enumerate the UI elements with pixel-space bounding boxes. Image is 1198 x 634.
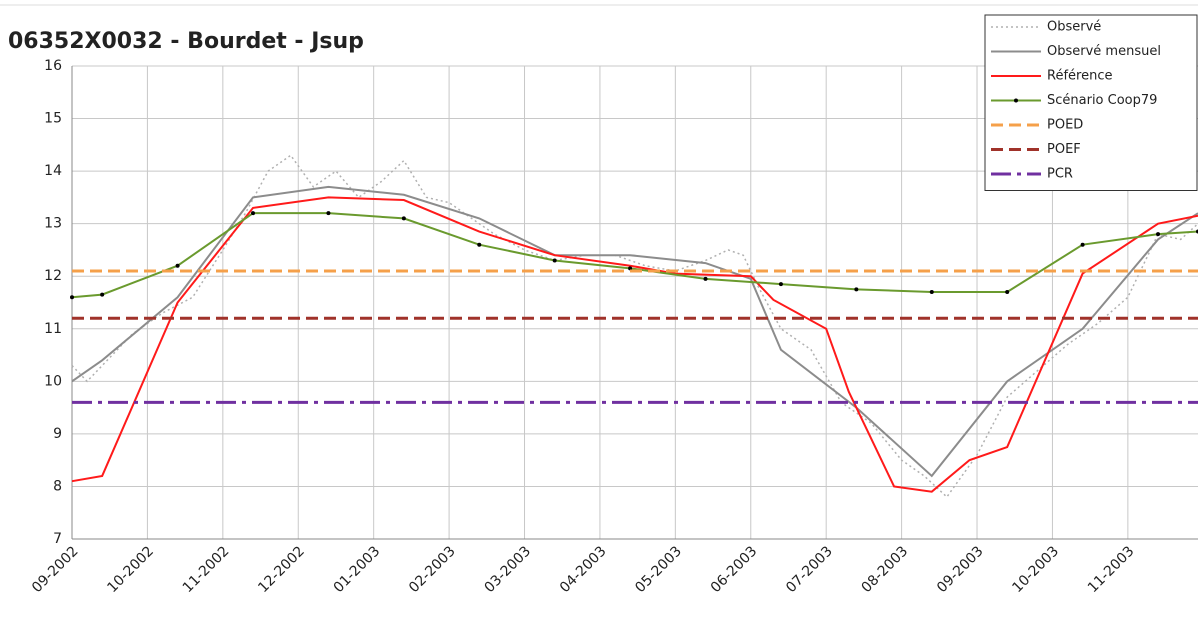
x-tick-label: 07-2003 [783,543,836,596]
x-tick-label: 10-2003 [1009,543,1062,596]
point [854,287,859,292]
legend-label: Observé mensuel [1047,44,1161,59]
point [1080,242,1085,247]
x-tick-label: 05-2003 [632,543,685,596]
x-tick-label: 06-2003 [708,543,761,596]
y-tick-label: 9 [53,426,62,442]
point [251,211,256,216]
point [326,211,331,216]
point [70,295,74,300]
point [703,276,708,281]
legend: Observé Observé mensuel Référence Scénario … [984,14,1198,191]
legend-box [984,14,1198,191]
legend-label: Observé [1047,20,1101,35]
y-tick-label: 12 [44,268,62,284]
x-tick-label: 02-2003 [406,543,459,596]
x-tick-label: 04-2003 [557,543,610,596]
series-line [71,185,1198,478]
point [175,263,180,268]
point [929,289,934,294]
series-line [71,154,1198,499]
legend-label: Référence [1047,69,1112,84]
x-tick-label: 08-2003 [859,543,912,596]
y-tick-label: 16 [44,58,62,74]
chart-title: 06352X0032 - Bourdet - Jsup [8,29,364,54]
legend-label: POED [1047,118,1083,133]
y-tick-label: 10 [44,373,62,389]
x-tick-label: 11-2003 [1085,543,1138,596]
y-tick-label: 11 [44,321,62,337]
legend-label: POEF [1047,142,1081,157]
x-tick-label: 09-2002 [29,543,82,596]
y-tick-label: 8 [53,478,62,494]
x-tick-label: 03-2003 [481,543,534,596]
point [100,292,105,297]
point [1005,289,1010,294]
y-tick-label: 7 [53,531,62,547]
point [401,216,406,221]
point [552,258,557,263]
y-tick-label: 13 [44,216,62,232]
series-line [71,196,1198,493]
x-tick-label: 10-2002 [104,543,157,596]
legend-label: PCR [1047,167,1073,182]
y-tick-label: 15 [44,111,62,127]
x-tick-label: 09-2003 [934,543,987,596]
y-tick-label: 14 [44,163,62,179]
point [1156,232,1161,237]
point [628,266,633,271]
x-tick-label: 01-2003 [331,543,384,596]
x-tick-label: 12-2002 [255,543,308,596]
x-tick-label: 11-2002 [180,543,233,596]
point [477,242,482,247]
point [778,282,783,287]
legend-label: Scénario Coop79 [1047,93,1157,108]
legend-marker [1014,98,1018,103]
